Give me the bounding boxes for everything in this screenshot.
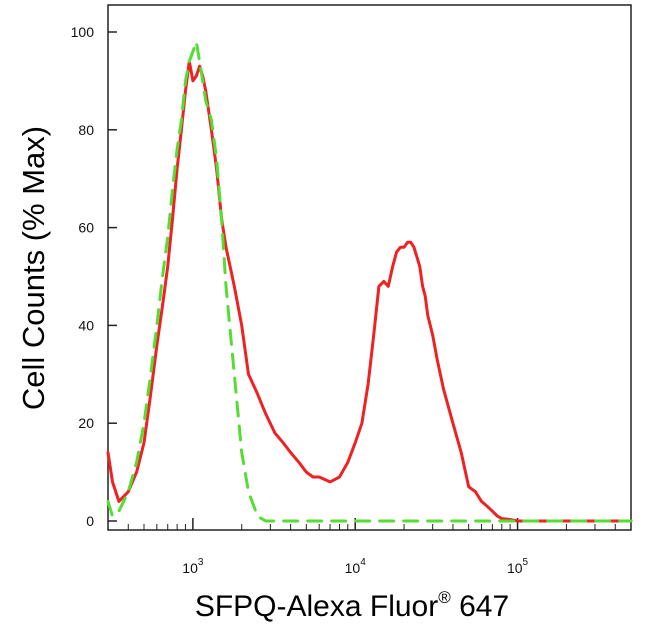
y-tick-label: 0 — [86, 513, 94, 529]
x-axis-title-suffix: 647 — [451, 590, 509, 623]
y-tick-label: 80 — [78, 122, 94, 138]
x-tick-label: 103 — [182, 557, 204, 576]
x-axis-title-main: SFPQ-Alexa Fluor — [195, 590, 438, 623]
y-tick-label: 20 — [78, 415, 94, 431]
series-layer — [106, 40, 633, 523]
x-tick-label-exponent: 5 — [523, 557, 529, 568]
series-line-1 — [106, 59, 633, 523]
x-tick-label-exponent: 3 — [198, 557, 204, 568]
x-tick-label-base: 10 — [345, 560, 361, 576]
y-tick-label: 60 — [78, 220, 94, 236]
y-axis-title: Cell Counts (% Max) — [16, 126, 51, 410]
x-axis-title-registered-mark: ® — [438, 588, 451, 607]
y-tick-label: 40 — [78, 317, 94, 333]
y-tick-label: 100 — [71, 24, 95, 40]
y-axis-ticks: 0 20 40 60 80 100 — [71, 24, 117, 529]
x-axis-title: SFPQ-Alexa Fluor® 647 — [195, 588, 509, 623]
plot-frame — [107, 4, 632, 531]
x-tick-label: 105 — [507, 557, 529, 576]
series-line-2 — [106, 40, 633, 523]
x-axis-ticks: 103 104 105 — [107, 518, 632, 576]
x-tick-label: 104 — [345, 557, 367, 576]
x-tick-label-exponent: 4 — [360, 557, 366, 568]
x-tick-label-base: 10 — [507, 560, 523, 576]
x-tick-label-base: 10 — [182, 560, 198, 576]
